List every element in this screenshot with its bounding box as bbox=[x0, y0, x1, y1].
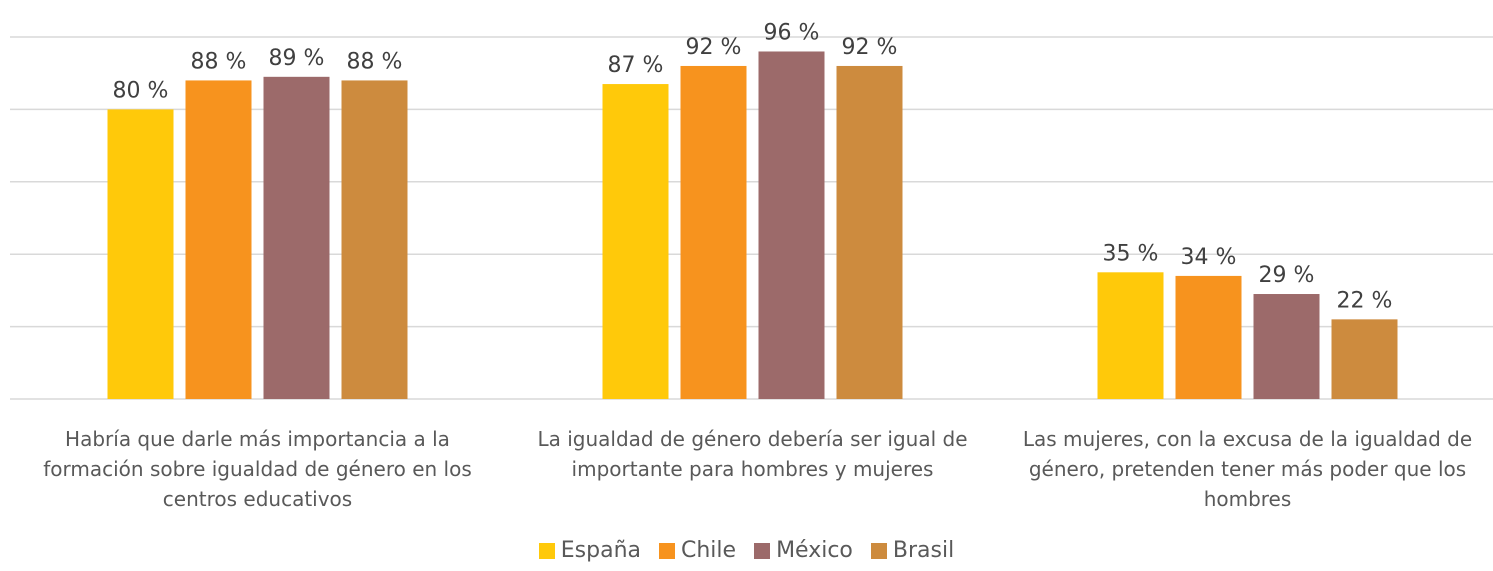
bar bbox=[1331, 319, 1398, 399]
bar bbox=[602, 84, 669, 399]
bar bbox=[1097, 272, 1164, 399]
data-label: 22 % bbox=[1337, 288, 1393, 313]
data-label: 87 % bbox=[608, 53, 664, 78]
x-tick-label: Habría que darle más importancia a la fo… bbox=[43, 427, 472, 511]
legend-item: México bbox=[754, 538, 853, 563]
data-label: 88 % bbox=[191, 49, 247, 74]
bar bbox=[1175, 275, 1242, 399]
legend-item: Brasil bbox=[870, 538, 955, 563]
data-label: 96 % bbox=[764, 20, 820, 45]
bar bbox=[680, 65, 747, 400]
bar bbox=[263, 76, 330, 399]
data-label: 89 % bbox=[269, 46, 325, 71]
data-label: 80 % bbox=[113, 78, 169, 103]
data-label: 88 % bbox=[347, 49, 403, 74]
x-tick-label: Las mujeres, con la excusa de la igualda… bbox=[1022, 427, 1473, 511]
data-label: 35 % bbox=[1103, 241, 1159, 266]
bar bbox=[758, 51, 825, 399]
legend-item: España bbox=[538, 538, 641, 563]
legend-label: Brasil bbox=[892, 538, 955, 563]
legend-swatch bbox=[754, 542, 771, 559]
bar bbox=[1253, 294, 1320, 399]
legend-swatch bbox=[659, 542, 675, 559]
legend: España Chile México Brasil bbox=[0, 538, 1493, 563]
bar bbox=[341, 80, 408, 399]
data-label: 29 % bbox=[1259, 263, 1315, 288]
data-label: 92 % bbox=[686, 35, 742, 60]
plot: 80 % 88 % 89 % 88 % 87 % 92 % 96 % 92 % 35 % 34 %… bbox=[10, 20, 1493, 400]
data-label: 34 % bbox=[1181, 245, 1237, 270]
x-tick-label: La igualdad de género debería ser igual … bbox=[537, 427, 968, 481]
data-label: 92 % bbox=[842, 35, 898, 60]
legend-label: Chile bbox=[681, 538, 737, 563]
bar bbox=[836, 65, 903, 400]
legend-label: México bbox=[776, 538, 853, 563]
legend-swatch bbox=[538, 542, 555, 559]
legend-label: España bbox=[560, 538, 641, 563]
legend-swatch bbox=[870, 542, 887, 559]
bar bbox=[185, 80, 252, 399]
legend-item: Chile bbox=[659, 538, 736, 563]
bar bbox=[107, 109, 174, 400]
